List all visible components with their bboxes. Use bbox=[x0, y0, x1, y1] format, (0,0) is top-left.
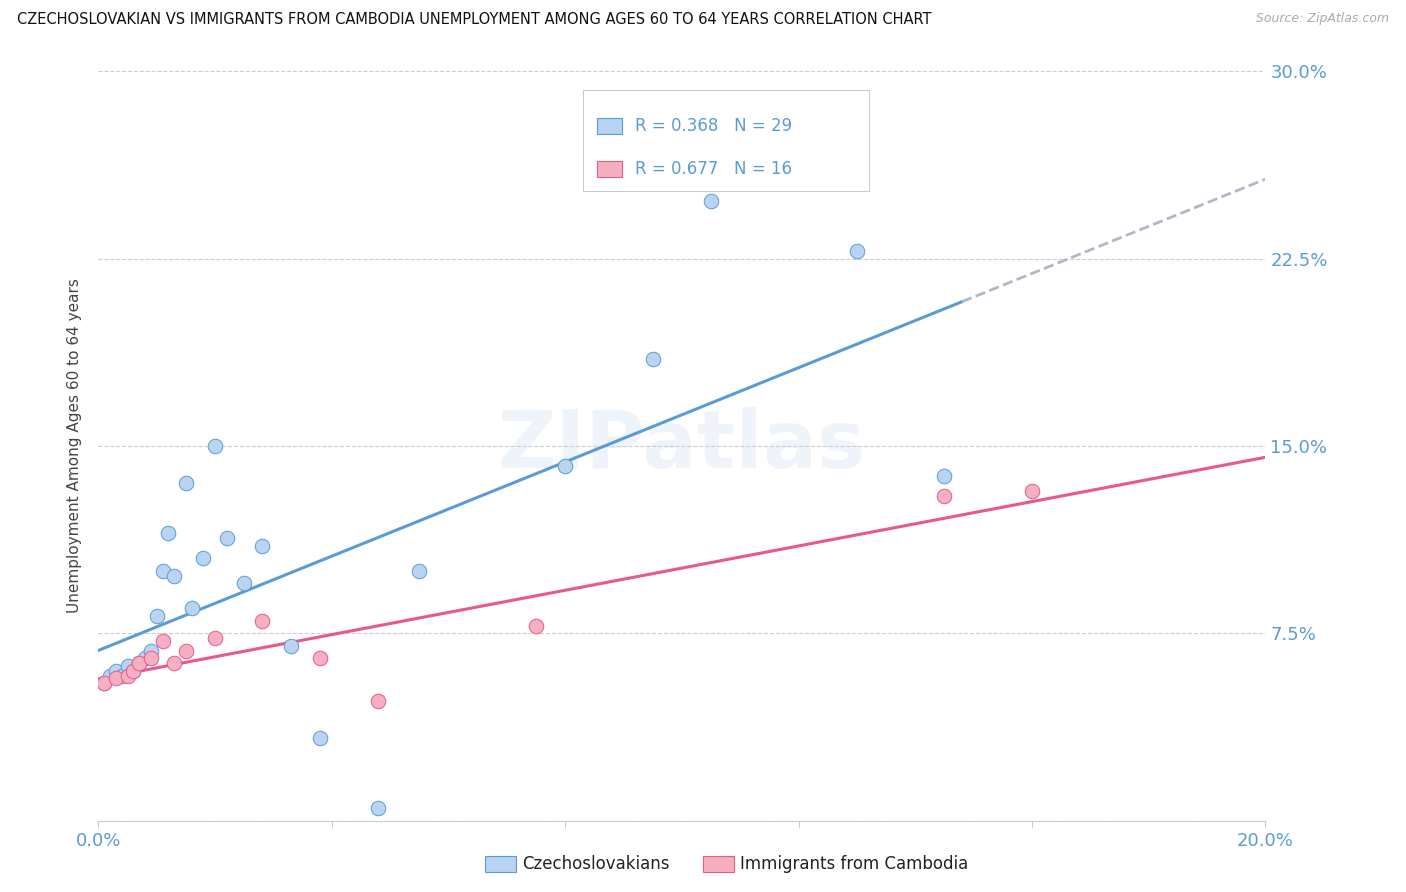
Point bbox=[139, 651, 162, 665]
Point bbox=[846, 244, 869, 259]
Point bbox=[157, 526, 180, 541]
Point bbox=[152, 633, 174, 648]
FancyBboxPatch shape bbox=[596, 118, 623, 135]
Point bbox=[1021, 483, 1043, 498]
Point bbox=[152, 564, 174, 578]
Point bbox=[193, 551, 215, 566]
Point bbox=[700, 194, 723, 209]
Point bbox=[280, 639, 302, 653]
Point bbox=[134, 651, 156, 665]
Point bbox=[250, 614, 273, 628]
Text: Czechoslovakians: Czechoslovakians bbox=[522, 855, 669, 873]
Point bbox=[367, 694, 389, 708]
Point bbox=[367, 801, 389, 815]
Point bbox=[128, 657, 150, 671]
Point bbox=[117, 658, 139, 673]
Point bbox=[111, 669, 134, 683]
Text: Immigrants from Cambodia: Immigrants from Cambodia bbox=[740, 855, 967, 873]
Y-axis label: Unemployment Among Ages 60 to 64 years: Unemployment Among Ages 60 to 64 years bbox=[67, 278, 83, 614]
Point bbox=[104, 671, 127, 685]
Point bbox=[204, 439, 226, 453]
Point bbox=[641, 351, 664, 366]
Point bbox=[215, 532, 238, 546]
Point bbox=[98, 669, 121, 683]
Point bbox=[233, 576, 256, 591]
Point bbox=[163, 657, 186, 671]
Text: Source: ZipAtlas.com: Source: ZipAtlas.com bbox=[1256, 12, 1389, 25]
Point bbox=[163, 569, 186, 583]
FancyBboxPatch shape bbox=[582, 90, 869, 191]
Point bbox=[139, 644, 162, 658]
FancyBboxPatch shape bbox=[596, 161, 623, 177]
Point bbox=[117, 669, 139, 683]
Point bbox=[250, 539, 273, 553]
Point bbox=[554, 458, 576, 473]
Point bbox=[93, 676, 115, 690]
Point bbox=[934, 469, 956, 483]
Point bbox=[309, 731, 332, 746]
Text: R = 0.677   N = 16: R = 0.677 N = 16 bbox=[636, 160, 792, 178]
Point bbox=[146, 608, 169, 623]
Point bbox=[934, 489, 956, 503]
Point bbox=[174, 476, 197, 491]
Point bbox=[104, 664, 127, 678]
Text: CZECHOSLOVAKIAN VS IMMIGRANTS FROM CAMBODIA UNEMPLOYMENT AMONG AGES 60 TO 64 YEA: CZECHOSLOVAKIAN VS IMMIGRANTS FROM CAMBO… bbox=[17, 12, 931, 27]
Text: ZIPatlas: ZIPatlas bbox=[498, 407, 866, 485]
Point bbox=[93, 676, 115, 690]
Text: R = 0.368   N = 29: R = 0.368 N = 29 bbox=[636, 117, 793, 135]
Point bbox=[309, 651, 332, 665]
Point bbox=[174, 644, 197, 658]
Point bbox=[122, 664, 145, 678]
Point bbox=[204, 632, 226, 646]
Point bbox=[408, 564, 430, 578]
Point bbox=[122, 664, 145, 678]
Point bbox=[128, 657, 150, 671]
Point bbox=[180, 601, 202, 615]
Point bbox=[524, 619, 547, 633]
